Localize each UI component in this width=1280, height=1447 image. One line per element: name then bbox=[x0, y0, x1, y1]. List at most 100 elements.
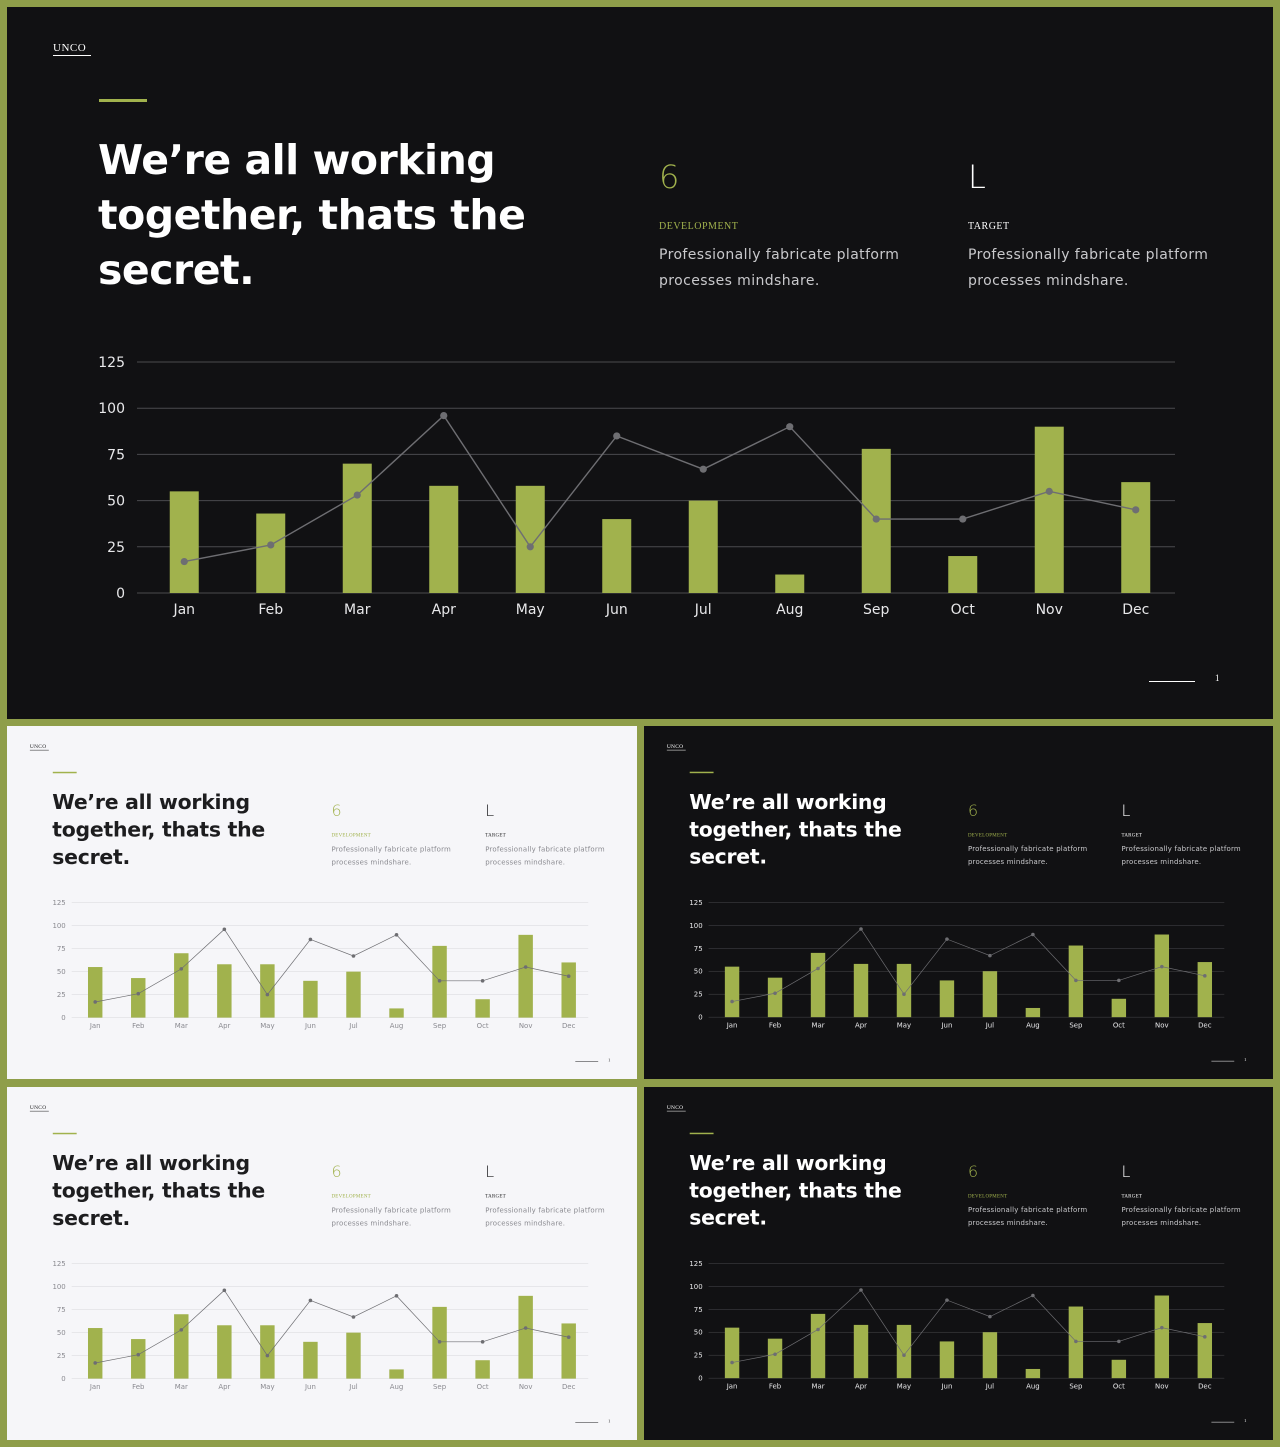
trend-point-jul bbox=[988, 1314, 992, 1319]
bar-jul bbox=[346, 971, 361, 1018]
bar-nov bbox=[1154, 934, 1170, 1018]
slide-thumbnail-2[interactable]: UNCO We’re all working together, thats t… bbox=[7, 726, 637, 1079]
trend-point-mar bbox=[353, 491, 361, 499]
x-tick-label: Oct bbox=[1113, 1383, 1125, 1391]
trend-point-jul bbox=[351, 954, 356, 958]
x-tick-label: May bbox=[260, 1383, 274, 1391]
trend-point-dec bbox=[1132, 506, 1140, 514]
page-number: 1 bbox=[608, 1418, 611, 1424]
y-tick-label: 50 bbox=[107, 494, 125, 510]
trend-point-dec bbox=[566, 1335, 571, 1340]
stat-label: TARGET bbox=[1121, 1193, 1143, 1199]
trend-point-jul bbox=[988, 953, 992, 958]
bar-oct bbox=[475, 999, 490, 1018]
trend-point-jan bbox=[93, 1000, 97, 1004]
trend-point-nov bbox=[523, 1326, 528, 1330]
x-tick-label: Mar bbox=[811, 1022, 824, 1030]
x-tick-label: Jul bbox=[985, 1383, 994, 1391]
stat-development: 6 DEVELOPMENT Professionally fabricate p… bbox=[331, 1161, 460, 1230]
y-tick-label: 0 bbox=[116, 586, 125, 602]
x-tick-label: Mar bbox=[344, 602, 371, 618]
bar-apr bbox=[429, 485, 459, 593]
stat-development: 6 DEVELOPMENT Professionally fabricate p… bbox=[968, 800, 1097, 869]
trend-point-feb bbox=[773, 991, 777, 996]
x-tick-label: Mar bbox=[175, 1383, 188, 1391]
bar-apr bbox=[217, 1325, 232, 1379]
y-tick-label: 25 bbox=[694, 991, 703, 999]
y-tick-label: 50 bbox=[57, 1329, 66, 1337]
trend-point-oct bbox=[959, 515, 967, 523]
trend-point-jun bbox=[945, 937, 949, 941]
x-tick-label: Jun bbox=[941, 1383, 953, 1391]
y-tick-label: 125 bbox=[689, 1260, 702, 1268]
stat-number: 6 bbox=[967, 801, 979, 820]
trend-point-mar bbox=[179, 967, 184, 971]
bar-mar bbox=[174, 953, 189, 1018]
stat-label: TARGET bbox=[485, 832, 506, 838]
trend-point-jun bbox=[945, 1298, 949, 1302]
x-tick-label: Jul bbox=[348, 1022, 357, 1030]
x-tick-label: Mar bbox=[811, 1383, 824, 1391]
y-tick-label: 75 bbox=[694, 1306, 703, 1314]
trend-point-mar bbox=[179, 1328, 184, 1332]
trend-point-jan bbox=[93, 1361, 97, 1365]
x-tick-label: Nov bbox=[1036, 602, 1063, 618]
trend-point-may bbox=[902, 992, 906, 996]
slide-main[interactable]: UNCO We’re all working together, thats t… bbox=[7, 7, 1273, 719]
trend-point-apr bbox=[440, 411, 448, 420]
combo-chart: 0 25 50 75 100 125 Jan Feb Mar Apr May Jun Jul Aug Sep… bbox=[689, 1260, 1225, 1391]
stat-description: Professionally fabricate platform proces… bbox=[485, 1206, 605, 1228]
y-tick-label: 75 bbox=[107, 447, 125, 463]
trend-point-sep bbox=[437, 1340, 442, 1344]
brand-logo: UNCO bbox=[666, 1104, 686, 1112]
trend-point-feb bbox=[267, 541, 275, 549]
x-tick-label: Jun bbox=[304, 1022, 316, 1030]
trend-point-jun bbox=[308, 1298, 313, 1303]
bar-feb bbox=[256, 513, 286, 593]
slide-thumbnail-5[interactable]: UNCO We’re all working together, thats t… bbox=[644, 1087, 1273, 1440]
slide-thumbnail-4[interactable]: UNCO We’re all working together, thats t… bbox=[7, 1087, 637, 1440]
y-tick-label: 125 bbox=[98, 355, 125, 371]
combo-chart: 0 25 50 75 100 125 Jan Feb Mar Apr May Jun Jul Aug Sep… bbox=[52, 899, 589, 1030]
x-tick-label: Jun bbox=[941, 1022, 953, 1030]
x-tick-label: Aug bbox=[1026, 1022, 1040, 1030]
trend-point-jun bbox=[613, 432, 621, 440]
brand-logo: UNCO bbox=[29, 743, 49, 751]
page-number: 1 bbox=[1244, 1417, 1247, 1423]
trend-point-aug bbox=[1031, 932, 1035, 937]
bar-may bbox=[260, 964, 275, 1018]
trend-point-aug bbox=[394, 1294, 399, 1298]
x-tick-label: Jan bbox=[726, 1383, 738, 1391]
bar-mar bbox=[810, 1313, 826, 1379]
stat-target: L TARGET Professionally fabricate platfo… bbox=[968, 155, 1228, 294]
combo-chart: 0 25 50 75 100 125 Jan Feb Mar Apr May Jun Jul Aug Sep… bbox=[689, 899, 1225, 1030]
x-tick-label: Nov bbox=[519, 1022, 533, 1030]
x-tick-label: May bbox=[260, 1022, 274, 1030]
x-tick-label: Jan bbox=[726, 1022, 738, 1030]
stat-number: L bbox=[968, 158, 986, 196]
x-tick-label: Jul bbox=[694, 602, 712, 618]
bar-dec bbox=[1121, 482, 1151, 593]
stat-label: TARGET bbox=[968, 221, 1010, 232]
bar-jan bbox=[169, 491, 199, 593]
bar-aug bbox=[1025, 1007, 1041, 1018]
stat-description: Professionally fabricate platform proces… bbox=[331, 1206, 452, 1228]
accent-bar bbox=[99, 99, 147, 102]
x-tick-label: Dec bbox=[562, 1022, 576, 1030]
x-tick-label: Feb bbox=[132, 1383, 145, 1391]
x-tick-label: Sep bbox=[433, 1383, 447, 1391]
stat-target: L TARGET Professionally fabricate platfo… bbox=[485, 800, 614, 869]
x-tick-label: Sep bbox=[1069, 1383, 1083, 1391]
y-tick-label: 100 bbox=[98, 401, 125, 417]
trend-point-mar bbox=[816, 1327, 820, 1332]
stat-description: Professionally fabricate platform proces… bbox=[331, 845, 452, 867]
trend-point-dec bbox=[566, 974, 571, 979]
y-tick-label: 25 bbox=[57, 1352, 66, 1360]
x-tick-label: Feb bbox=[769, 1022, 782, 1030]
slide-thumbnail-3[interactable]: UNCO We’re all working together, thats t… bbox=[644, 726, 1273, 1079]
x-tick-label: Apr bbox=[218, 1383, 230, 1391]
headline: We’re all working together, thats the se… bbox=[689, 790, 902, 869]
y-tick-label: 25 bbox=[57, 991, 66, 999]
bar-apr bbox=[853, 1324, 869, 1379]
x-tick-label: Feb bbox=[769, 1383, 782, 1391]
